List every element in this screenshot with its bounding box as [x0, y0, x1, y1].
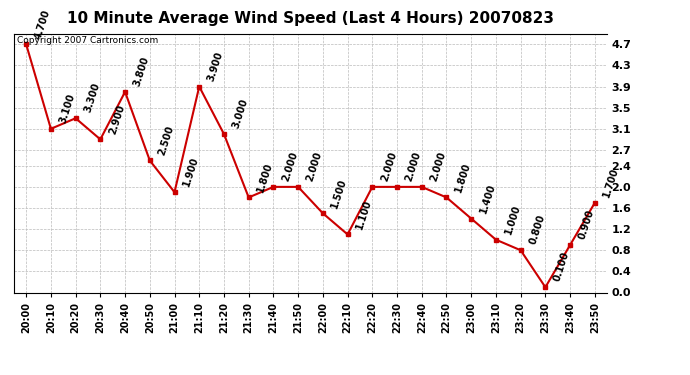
Text: 1.400: 1.400	[478, 182, 497, 214]
Text: 2.000: 2.000	[404, 150, 423, 183]
Text: 2.900: 2.900	[107, 103, 126, 135]
Text: 3.100: 3.100	[58, 92, 77, 124]
Text: 0.800: 0.800	[528, 214, 546, 246]
Text: 1.100: 1.100	[355, 198, 373, 230]
Text: 10 Minute Average Wind Speed (Last 4 Hours) 20070823: 10 Minute Average Wind Speed (Last 4 Hou…	[67, 11, 554, 26]
Text: 2.000: 2.000	[380, 150, 398, 183]
Text: 4.700: 4.700	[33, 8, 52, 40]
Text: 3.900: 3.900	[206, 50, 225, 82]
Text: 1.800: 1.800	[453, 161, 473, 193]
Text: 0.100: 0.100	[552, 251, 571, 283]
Text: 3.000: 3.000	[231, 98, 250, 130]
Text: 2.500: 2.500	[157, 124, 176, 156]
Text: 2.000: 2.000	[280, 150, 299, 183]
Text: 3.800: 3.800	[132, 55, 151, 88]
Text: 0.900: 0.900	[577, 209, 596, 241]
Text: 2.000: 2.000	[428, 150, 448, 183]
Text: 1.700: 1.700	[602, 166, 621, 199]
Text: 2.000: 2.000	[305, 150, 324, 183]
Text: Copyright 2007 Cartronics.com: Copyright 2007 Cartronics.com	[17, 36, 158, 45]
Text: 1.800: 1.800	[255, 161, 275, 193]
Text: 3.300: 3.300	[83, 82, 101, 114]
Text: 1.500: 1.500	[330, 177, 349, 209]
Text: 1.900: 1.900	[181, 156, 201, 188]
Text: 1.000: 1.000	[503, 203, 522, 236]
